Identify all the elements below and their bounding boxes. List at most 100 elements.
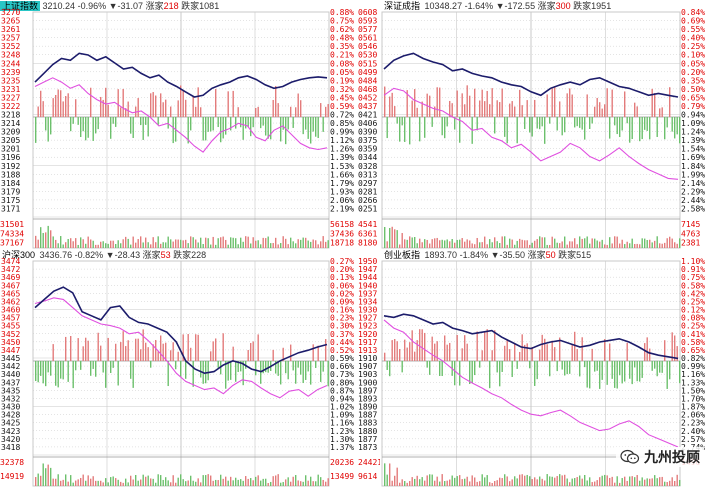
decline-bar: [524, 117, 526, 129]
volume-bar: [252, 237, 254, 248]
decline-bar: [150, 361, 152, 368]
advance-bar: [601, 108, 603, 117]
advance-bar: [257, 106, 259, 117]
advance-bar: [464, 335, 466, 361]
intraday-chart[interactable]: 3474347234693467346534623460345734553452…: [0, 249, 380, 487]
left-axis-label: 3227: [1, 93, 20, 102]
decline-bar: [496, 361, 498, 373]
panel-shenzhen-component[interactable]: 深证成指 10348.27 -1.64% ▼-172.55 涨家300 跌家19…: [380, 0, 710, 249]
volume-bar: [439, 240, 441, 248]
chart-body: [32, 260, 330, 487]
advance-bar: [396, 341, 398, 361]
volume-bar: [411, 477, 413, 486]
left-axis-label: 3462: [1, 297, 20, 306]
volume-bar: [317, 244, 319, 248]
advance-bar: [135, 338, 137, 361]
volume-bar: [476, 481, 478, 486]
volume-bar: [197, 242, 199, 248]
volume-bar: [434, 238, 436, 248]
decline-bar: [45, 361, 47, 387]
volume-bar: [399, 244, 401, 248]
advance-bar: [275, 85, 277, 117]
volume-bar: [202, 475, 204, 486]
right-vol-label: 0251: [358, 204, 377, 213]
intraday-chart[interactable]: 3270326532613257325232483244323932353231…: [0, 0, 380, 249]
advance-bar: [411, 100, 413, 117]
volume-bar: [225, 239, 227, 248]
volume-bar: [172, 241, 174, 248]
decline-bar: [240, 117, 242, 128]
panel-shanghai-composite[interactable]: 上证指数 3210.24 -0.96% ▼-31.07 涨家218 跌家1081…: [0, 0, 380, 249]
decline-bar: [262, 117, 264, 126]
volume-bar: [641, 477, 643, 486]
volume-right-label: 18718: [330, 239, 354, 248]
decline-bar: [190, 117, 192, 131]
right-vol-label: 0546: [358, 42, 377, 51]
volume-bar: [466, 239, 468, 248]
volume-bar: [674, 480, 676, 486]
volume-bar: [491, 242, 493, 248]
volume-bar: [232, 480, 234, 486]
decline-bar: [212, 117, 214, 131]
decline-bar: [167, 361, 169, 387]
index-name[interactable]: 沪深300: [2, 250, 36, 260]
advance-bar: [117, 89, 119, 117]
volume-bar: [509, 481, 511, 486]
volume-bar: [611, 243, 613, 248]
decline-bar: [671, 117, 673, 132]
volume-bar: [519, 474, 521, 486]
left-axis-label: 3171: [1, 204, 20, 213]
volume-bar: [205, 475, 207, 486]
left-axis-label: 3205: [1, 136, 20, 145]
volume-bar: [559, 243, 561, 248]
volume-bar: [145, 476, 147, 486]
index-name[interactable]: 上证指数: [0, 1, 41, 11]
volume-bar: [250, 478, 252, 486]
advance-bar: [591, 348, 593, 361]
volume-bar: [135, 242, 137, 248]
index-name[interactable]: 深证成指: [384, 1, 421, 11]
decline-bar: [172, 117, 174, 144]
right-pct-label: 0.65%: [681, 346, 705, 355]
avg-line: [383, 87, 679, 180]
volume-bar: [270, 243, 272, 248]
right-pct-label: 1.39%: [330, 153, 354, 162]
panel-csi-300[interactable]: 沪深300 3436.76 -0.82% ▼-28.43 涨家53 跌家228 …: [0, 249, 380, 487]
decline-bar: [242, 117, 244, 140]
volume-bar: [599, 241, 601, 248]
volume-bar: [262, 237, 264, 248]
right-vol-label: 1934: [358, 297, 377, 306]
left-axis-label: 3248: [1, 51, 20, 60]
intraday-chart[interactable]: 1.10%0.91%0.75%0.58%0.42%0.25%0.12%0.08%…: [380, 249, 710, 487]
volume-bar: [127, 238, 129, 248]
volume-bar: [549, 244, 551, 248]
advance-bar: [272, 349, 274, 361]
decline-bar: [621, 361, 623, 384]
advance-bar: [115, 343, 117, 361]
intraday-chart[interactable]: 0.84%0.69%0.55%0.40%0.25%0.10%0.05%0.20%…: [380, 0, 710, 249]
volume-bar: [327, 478, 329, 486]
right-vol-label: 0468: [358, 85, 377, 94]
volume-bar: [97, 480, 99, 486]
volume-bar: [105, 243, 107, 248]
volume-bar: [671, 238, 673, 248]
volume-bar: [661, 476, 663, 486]
left-axis-label: 3455: [1, 322, 20, 331]
right-pct-label: 0.59%: [330, 354, 354, 363]
right-pct-label: 0.12%: [681, 306, 705, 315]
volume-bar: [290, 481, 292, 486]
panel-chinext[interactable]: 创业板指 1893.70 -1.84% ▼-35.50 涨家50 跌家515 1…: [380, 249, 710, 487]
volume-bar: [661, 243, 663, 248]
volume-bar: [125, 478, 127, 486]
volume-bar: [479, 242, 481, 248]
index-name[interactable]: 创业板指: [384, 250, 421, 260]
advance-bar: [82, 346, 84, 361]
decline-bar: [230, 361, 232, 380]
left-axis-label: 3460: [1, 306, 20, 315]
volume-bar: [325, 481, 327, 486]
decline-bar: [110, 117, 112, 139]
volume-bar: [275, 475, 277, 486]
right-vol-label: 0608: [358, 8, 377, 17]
volume-bar: [290, 237, 292, 248]
decline-bar: [661, 361, 663, 373]
